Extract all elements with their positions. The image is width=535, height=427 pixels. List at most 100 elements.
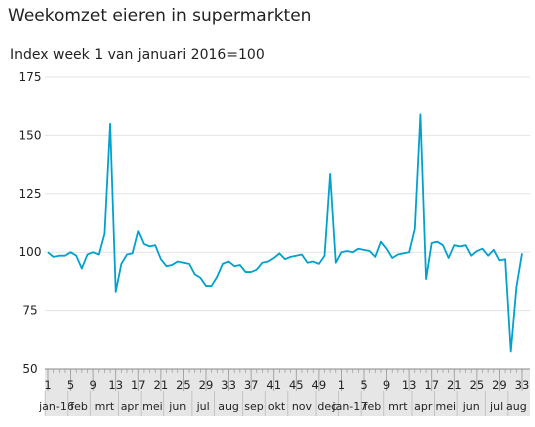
data-point <box>318 263 320 265</box>
data-point <box>92 251 94 253</box>
data-point <box>306 262 308 264</box>
x-month-label: feb <box>364 400 382 413</box>
x-week-label: 21 <box>447 378 462 392</box>
y-tick-label: 150 <box>19 128 42 142</box>
data-point <box>256 269 258 271</box>
x-month-label: jul <box>489 400 503 413</box>
data-point <box>464 244 466 246</box>
y-tick-label: 50 <box>22 362 37 376</box>
data-point <box>352 251 354 253</box>
x-axis-band: 1 5 9 13 17 21 25 29 33 37 41 45 49 1 5 9 13 17 21 25 29 33 ja… <box>38 368 530 416</box>
data-point <box>402 252 404 254</box>
x-week-label: 13 <box>108 378 123 392</box>
data-point <box>98 253 100 255</box>
x-week-label: 5 <box>360 378 367 392</box>
data-point <box>137 230 139 232</box>
x-month-label: jan-17 <box>332 400 368 413</box>
data-point <box>419 113 421 115</box>
series-line <box>47 113 523 353</box>
x-week-label: 25 <box>176 378 191 392</box>
data-point <box>165 265 167 267</box>
x-month-label: apr <box>414 400 433 413</box>
data-point <box>160 258 162 260</box>
data-point <box>58 255 60 257</box>
data-point <box>278 252 280 254</box>
chart-title: Weekomzet eieren in supermarkten <box>8 6 312 26</box>
x-week-label: 5 <box>67 378 74 392</box>
data-point <box>103 232 105 234</box>
x-month-label: nov <box>292 400 313 413</box>
data-point <box>329 173 331 175</box>
data-point <box>289 256 291 258</box>
data-point <box>385 247 387 249</box>
x-week-label: 33 <box>221 378 236 392</box>
data-point <box>295 255 297 257</box>
y-tick-label: 125 <box>19 187 42 201</box>
x-month-label: mei <box>436 400 457 413</box>
data-point <box>346 250 348 252</box>
data-point <box>250 271 252 273</box>
data-point <box>267 260 269 262</box>
data-point <box>391 257 393 259</box>
data-point <box>284 258 286 260</box>
data-point <box>425 278 427 280</box>
data-point <box>521 252 523 254</box>
data-point <box>504 258 506 260</box>
x-month-label: apr <box>121 400 140 413</box>
x-month-label: dec <box>317 400 337 413</box>
data-point <box>239 264 241 266</box>
x-month-label: mrt <box>388 400 408 413</box>
data-point <box>380 240 382 242</box>
x-week-label: 9 <box>89 378 96 392</box>
series-group <box>47 113 523 353</box>
data-point <box>199 277 201 279</box>
data-point <box>397 253 399 255</box>
data-point <box>120 263 122 265</box>
y-axis-ticks: 50 75 100 125 150 175 <box>19 70 42 376</box>
x-week-label: 1 <box>338 378 345 392</box>
data-point <box>227 260 229 262</box>
data-point <box>81 267 83 269</box>
x-month-label: feb <box>70 400 88 413</box>
x-week-label: 37 <box>244 378 259 392</box>
data-point <box>177 260 179 262</box>
data-point <box>340 251 342 253</box>
data-point <box>453 244 455 246</box>
y-tick-label: 175 <box>19 70 42 84</box>
x-month-label: jun <box>462 400 480 413</box>
x-month-label: mei <box>142 400 163 413</box>
x-week-label: 29 <box>199 378 214 392</box>
chart-subtitle: Index week 1 van januari 2016=100 <box>10 47 265 63</box>
data-point <box>431 242 433 244</box>
data-point <box>510 350 512 352</box>
data-point <box>357 247 359 249</box>
y-tick-label: 75 <box>22 304 37 318</box>
data-point <box>126 253 128 255</box>
data-point <box>312 260 314 262</box>
data-point <box>363 249 365 251</box>
data-point <box>171 264 173 266</box>
data-point <box>69 251 71 253</box>
data-point <box>515 286 517 288</box>
x-week-label: 21 <box>154 378 169 392</box>
data-point <box>188 263 190 265</box>
data-point <box>323 255 325 257</box>
data-point <box>148 245 150 247</box>
data-point <box>261 262 263 264</box>
data-point <box>75 255 77 257</box>
gridlines <box>45 76 530 312</box>
x-month-label: jan-16 <box>38 400 74 413</box>
x-week-label: 49 <box>312 378 327 392</box>
x-month-label: jul <box>196 400 210 413</box>
x-week-label: 17 <box>424 378 439 392</box>
data-point <box>436 240 438 242</box>
x-month-label: aug <box>506 400 527 413</box>
x-month-label: jun <box>168 400 186 413</box>
y-tick-label: 100 <box>19 245 42 259</box>
x-month-label: mrt <box>95 400 115 413</box>
x-week-label: 45 <box>289 378 304 392</box>
data-point <box>86 253 88 255</box>
x-week-label: 41 <box>266 378 281 392</box>
data-point <box>154 244 156 246</box>
